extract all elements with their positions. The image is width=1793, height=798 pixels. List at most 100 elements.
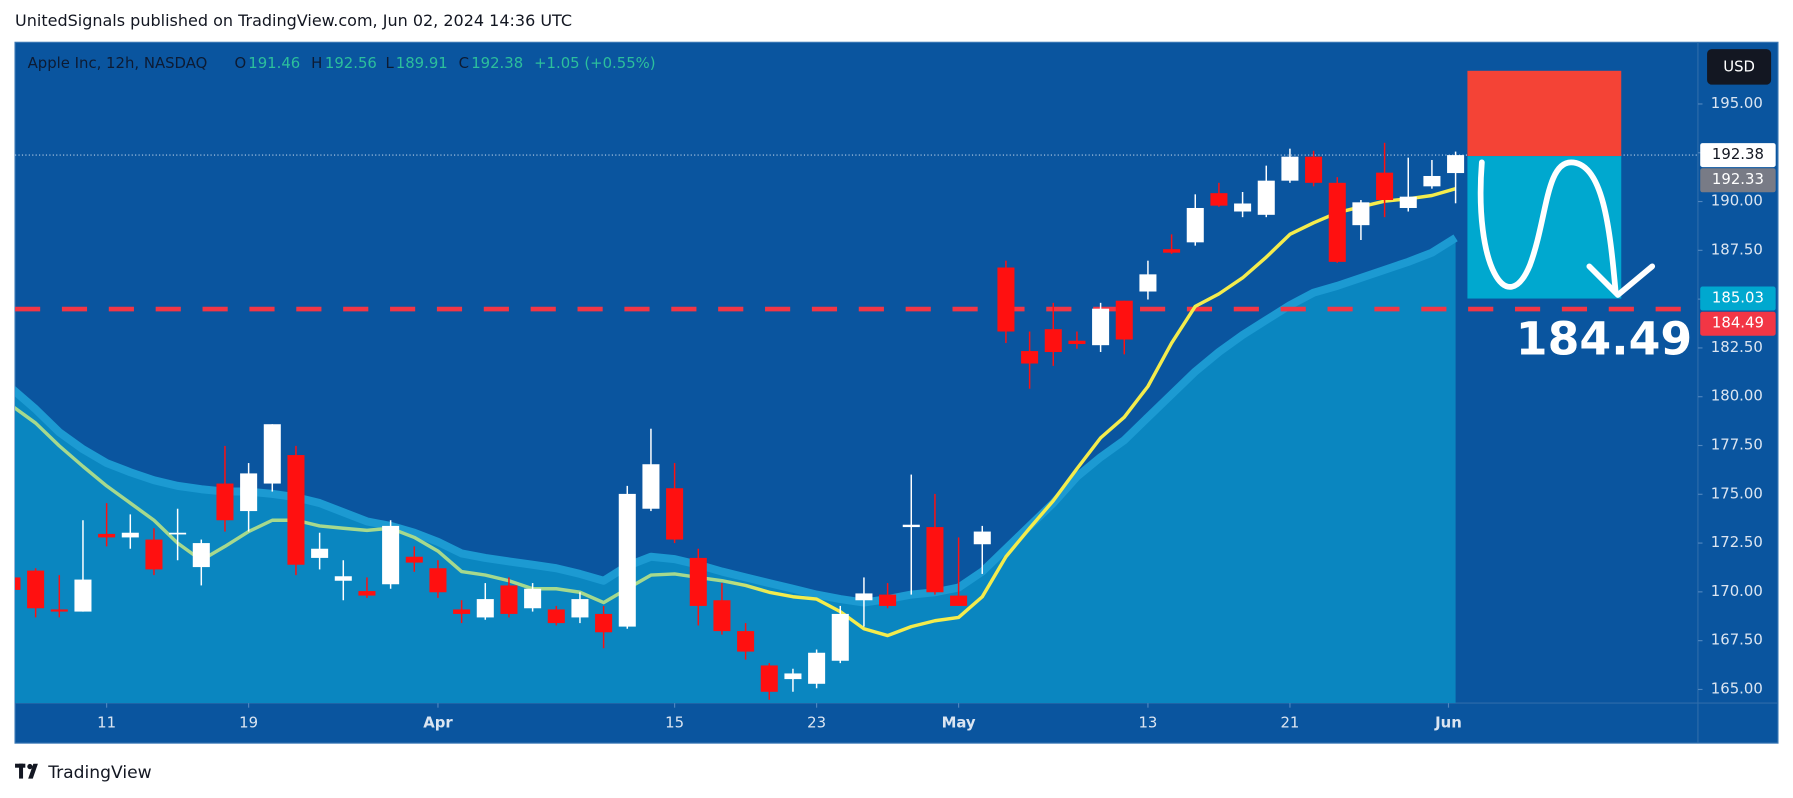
candle-body <box>831 613 849 661</box>
candle-body <box>1163 249 1181 253</box>
candle-body <box>1305 156 1323 183</box>
candle-body <box>547 609 565 624</box>
y-tick-label: 175.00 <box>1711 484 1763 502</box>
legend-close-label: C <box>459 54 469 72</box>
position-stop-zone <box>1467 70 1622 157</box>
x-tick-label: Jun <box>1434 714 1462 732</box>
candle-body <box>1115 300 1133 340</box>
entry-tag: 192.33 <box>1712 170 1764 188</box>
candle-body <box>476 599 494 618</box>
candle-body <box>216 483 234 521</box>
candle-body <box>902 524 920 528</box>
candle-body <box>1139 274 1157 292</box>
candle-body <box>287 455 305 565</box>
candle-body <box>1234 203 1252 212</box>
candle-body <box>500 585 518 614</box>
candle-body <box>950 595 968 606</box>
level-tag-box <box>1700 311 1776 336</box>
target-tag-box <box>1700 286 1776 311</box>
target-tag: 185.03 <box>1712 289 1764 307</box>
currency-label[interactable]: USD <box>1723 57 1755 75</box>
candle-body <box>1257 180 1275 215</box>
candle-body <box>1186 207 1204 243</box>
candle-body <box>713 600 731 632</box>
candle-body <box>997 267 1015 332</box>
candle-body <box>169 532 187 535</box>
y-tick-label: 165.00 <box>1711 679 1763 697</box>
footer-logo <box>15 763 38 779</box>
legend-change: +1.05 (+0.55%) <box>534 54 656 72</box>
candle-body <box>405 556 423 563</box>
legend-open-label: O <box>235 54 247 72</box>
candle-body <box>15 577 21 590</box>
level-annotation: 184.49 <box>1516 312 1692 365</box>
candle-body <box>1376 172 1394 200</box>
x-tick-label: May <box>942 714 976 732</box>
legend-symbol: Apple Inc, 12h, NASDAQ <box>28 54 208 72</box>
candle-body <box>27 570 45 609</box>
x-tick-label: 19 <box>239 714 258 732</box>
candle-body <box>808 652 826 684</box>
axes: 165.00 167.50 170.00 172.50 175.00 177.50 180.… <box>97 94 1776 732</box>
y-tick-label: 182.50 <box>1711 338 1763 356</box>
legend-open: 191.46 <box>248 54 300 72</box>
footer-text: TradingView <box>47 763 151 783</box>
candle-body <box>1352 202 1370 226</box>
candle-body <box>879 594 897 606</box>
candle-body <box>334 576 352 581</box>
last-price-tag: 192.38 <box>1712 145 1764 163</box>
candle-body <box>973 531 991 545</box>
x-tick-label: 13 <box>1138 714 1157 732</box>
candle-body <box>240 473 258 512</box>
y-tick-label: 187.50 <box>1711 240 1763 258</box>
candle-body <box>1044 329 1062 353</box>
candle-body <box>1423 175 1441 187</box>
entry-tag-box <box>1700 168 1776 193</box>
legend-high: 192.56 <box>325 54 377 72</box>
candle-body <box>98 533 116 538</box>
candle-body <box>760 665 778 692</box>
candle-body <box>1281 156 1299 181</box>
x-tick-label: 23 <box>807 714 826 732</box>
legend-low-label: L <box>385 54 394 72</box>
y-tick-label: 172.50 <box>1711 533 1763 551</box>
candle-body <box>121 532 139 538</box>
ma-line <box>15 187 1457 638</box>
candle-body <box>74 579 92 612</box>
candle-body <box>926 527 944 593</box>
candle-body <box>1447 155 1465 174</box>
candle-body <box>358 591 376 596</box>
legend-close: 192.38 <box>471 54 523 72</box>
currency-box[interactable] <box>1707 49 1772 85</box>
legend-low: 189.91 <box>396 54 448 72</box>
candle-body <box>571 599 589 618</box>
last-price-tag-box <box>1700 143 1776 168</box>
y-tick-label: 167.50 <box>1711 631 1763 649</box>
y-tick-label: 180.00 <box>1711 387 1763 405</box>
candle-body <box>855 593 873 601</box>
candle-body <box>453 609 471 614</box>
annotation-arrow <box>1477 159 1619 295</box>
candle-body <box>1399 196 1417 208</box>
level-tag: 184.49 <box>1712 314 1764 332</box>
candle-body <box>382 525 400 585</box>
candle-body <box>1021 351 1039 364</box>
candle-body <box>784 673 802 680</box>
candle-body <box>666 488 684 540</box>
candle-body <box>737 631 755 652</box>
candle-body <box>1092 308 1110 346</box>
candle-body <box>263 424 281 484</box>
candle-body <box>1328 182 1346 262</box>
candle-body <box>618 493 636 627</box>
candle-body <box>595 613 613 633</box>
x-tick-label: Apr <box>423 714 453 732</box>
candle-body <box>1210 193 1228 206</box>
annotation-arrowhead <box>1586 263 1656 298</box>
candle-body <box>642 464 660 509</box>
candle-body <box>311 548 329 558</box>
y-tick-label: 170.00 <box>1711 582 1763 600</box>
candle-body <box>524 588 542 609</box>
candle-body <box>50 609 68 612</box>
